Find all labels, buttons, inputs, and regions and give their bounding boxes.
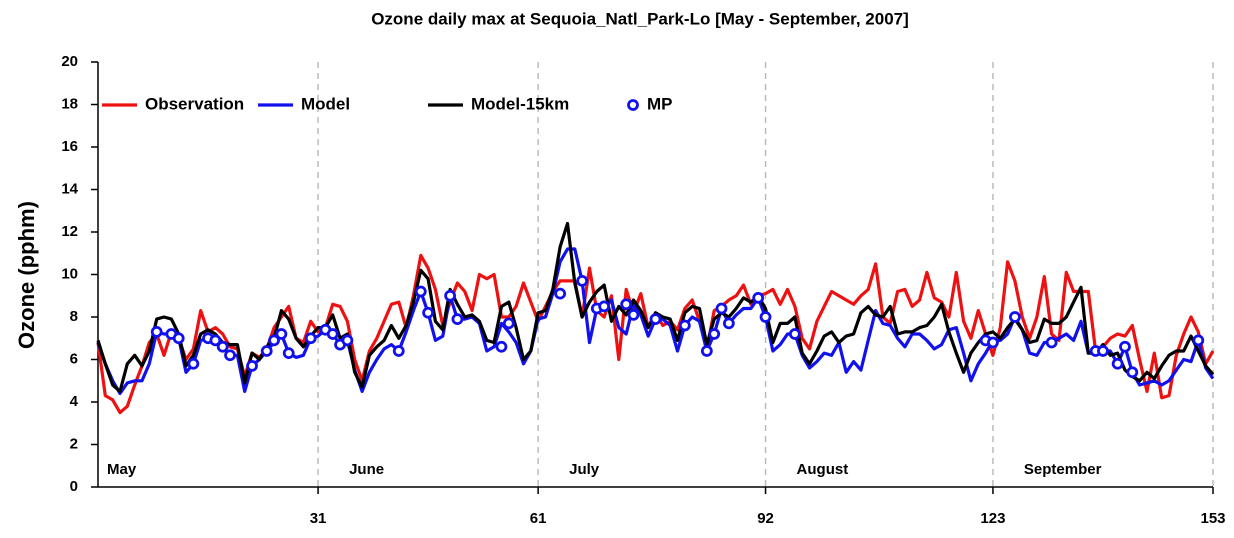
series-marker [1126,366,1139,379]
x-tick-label: 31 [310,510,327,527]
series-marker [260,345,273,357]
series-marker [414,285,427,298]
series-marker [1045,336,1058,349]
series-marker [987,336,999,349]
month-label: September [1024,461,1102,478]
series-marker [502,317,515,330]
series-marker [150,325,163,338]
y-tick-label: 0 [70,478,78,495]
series-marker [341,334,354,347]
series-marker [1111,357,1124,370]
series-marker [678,319,691,332]
y-tick-label: 10 [61,265,78,282]
legend-label: Model-15km [471,94,569,113]
legend-label: Model [301,94,350,113]
legend-marker [627,99,639,111]
series-marker [304,332,317,345]
series-marker [1119,340,1131,353]
series-marker [752,291,765,304]
series-marker [576,274,589,287]
series-marker [700,345,713,357]
series-marker [788,328,801,340]
series-marker [554,287,567,300]
series-marker [246,359,258,372]
y-tick-label: 14 [61,180,78,197]
month-label: June [349,461,384,478]
series-marker [1192,334,1205,347]
series-marker [1009,311,1021,323]
y-tick-label: 20 [61,53,78,70]
series-marker [759,311,772,323]
legend-label: MP [647,94,673,113]
y-tick-label: 18 [61,95,78,112]
y-tick-label: 12 [61,223,78,240]
series-line [96,221,1215,393]
series-marker [172,332,185,345]
series-marker [209,334,222,347]
series-marker [282,347,295,360]
y-tick-label: 2 [70,435,78,452]
x-tick-label: 61 [530,510,547,527]
y-tick-label: 16 [61,138,78,155]
series-marker [326,328,339,340]
x-tick-label: 92 [757,510,774,527]
month-label: August [797,461,849,478]
series-marker [495,340,508,353]
series-marker [392,345,405,357]
x-tick-label: 153 [1200,510,1225,527]
series-marker [620,298,633,311]
series-marker [598,300,611,313]
series-marker [268,334,280,347]
series-marker [187,357,200,370]
series-marker [715,302,728,315]
series-marker [275,328,288,340]
y-axis-label: Ozone (pphm) [14,201,39,349]
series-marker [627,308,640,321]
y-tick-label: 8 [70,308,78,325]
y-tick-label: 6 [70,350,78,367]
series-marker [708,328,721,340]
series-marker [722,317,735,330]
month-label: July [569,461,600,478]
series-marker [216,340,229,353]
series-marker [444,289,457,302]
series-marker [224,349,236,362]
series-marker [451,313,464,326]
chart-title: Ozone daily max at Sequoia_Natl_Park-Lo … [371,9,909,28]
legend-label: Observation [145,94,244,113]
series-marker [1097,345,1109,357]
month-label: May [107,461,137,478]
y-tick-label: 4 [70,393,79,410]
x-tick-label: 123 [980,510,1005,527]
series-marker [422,306,434,319]
series-marker [649,313,662,326]
